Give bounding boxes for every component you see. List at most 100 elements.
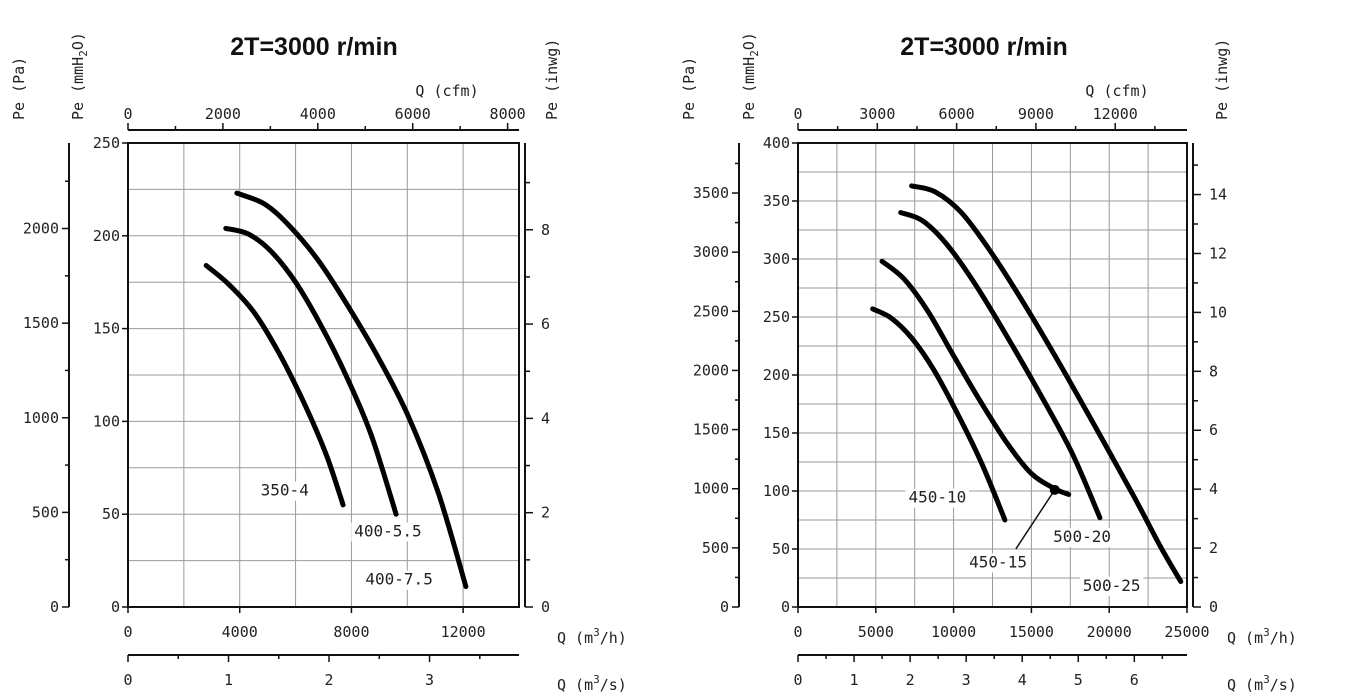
curve-label: 450-10: [908, 488, 966, 507]
plot-frame: [127, 142, 520, 608]
inwg-tick-label: 4: [1209, 480, 1218, 498]
unit-tail: /h): [600, 629, 627, 647]
x-tick-label: 0: [793, 623, 802, 641]
curve-500-20: [898, 210, 1103, 521]
y-tick-label: 200: [763, 366, 790, 384]
superscript: 3: [593, 626, 600, 639]
pa-tick-label: 1500: [693, 421, 729, 439]
y-tick-label: 0: [111, 598, 120, 616]
m3s-tick-label: 1: [850, 671, 859, 689]
pa-tick-label: 1500: [23, 314, 59, 332]
unit-tail: O): [69, 32, 87, 50]
unit-tail: O): [740, 32, 758, 50]
x-axis-label: Q (m3/h): [557, 626, 627, 647]
curve-450-10: [870, 306, 1008, 523]
pa-axis-label: Pe (Pa): [10, 57, 28, 120]
m3s-axis-label: Q (m3/s): [557, 673, 627, 694]
cfm-tick-label: 6000: [395, 105, 431, 123]
inwg-tick-label: 8: [541, 221, 550, 239]
grid: [127, 142, 520, 608]
m3s-tick-label: 0: [123, 671, 132, 689]
inwg-tick-label: 6: [1209, 421, 1218, 439]
cfm-tick-label: 2000: [205, 105, 241, 123]
pa-tick-label: 500: [32, 503, 59, 521]
y-tick-label: 300: [763, 250, 790, 268]
mmh2o-axis-label: Pe (mmH2O): [740, 32, 761, 120]
x-tick-label: 10000: [931, 623, 976, 641]
curve-label-bg: [351, 522, 425, 542]
curve-label: 400-7.5: [365, 570, 432, 589]
cfm-tick-label: 3000: [859, 105, 895, 123]
curve-350-4: [203, 263, 346, 508]
x-tick-label: 0: [123, 623, 132, 641]
y-tick-label: 50: [102, 505, 120, 523]
cfm-tick-label: 6000: [939, 105, 975, 123]
pa-axis-label: Pe (Pa): [680, 57, 698, 120]
pa-tick-label: 3000: [693, 243, 729, 261]
pa-tick-label: 2500: [693, 302, 729, 320]
m3s-tick-label: 2: [906, 671, 915, 689]
inwg-tick-label: 0: [541, 598, 550, 616]
pa-tick-label: 500: [702, 539, 729, 557]
pa-tick-label: 1000: [23, 409, 59, 427]
pa-tick-label: 1000: [693, 480, 729, 498]
unit-tail: /s): [1270, 676, 1297, 694]
curve-500-25: [909, 183, 1184, 584]
cfm-axis-label: Q (cfm): [415, 82, 478, 100]
inwg-tick-label: 12: [1209, 244, 1227, 262]
superscript: 3: [1263, 673, 1270, 686]
x-tick-label: 25000: [1164, 623, 1209, 641]
m3s-tick-label: 2: [325, 671, 334, 689]
inwg-tick-label: 4: [541, 409, 550, 427]
unit-tail: /s): [600, 676, 627, 694]
inwg-tick-label: 14: [1209, 186, 1227, 204]
curve-label: 400-5.5: [354, 521, 421, 540]
y-tick-label: 250: [763, 308, 790, 326]
curve-label: 500-25: [1083, 576, 1141, 595]
y-tick-label: 0: [781, 598, 790, 616]
x-tick-label: 8000: [333, 623, 369, 641]
m3s-tick-label: 3: [962, 671, 971, 689]
curve-400-5.5: [223, 225, 399, 517]
inwg-tick-label: 8: [1209, 362, 1218, 380]
cfm-tick-label: 0: [793, 105, 802, 123]
m3s-tick-label: 5: [1074, 671, 1083, 689]
y-tick-label: 100: [93, 412, 120, 430]
m3s-tick-label: 1: [224, 671, 233, 689]
y-tick-label: 400: [763, 134, 790, 152]
curve-450-15: [879, 258, 1072, 497]
y-tick-label: 250: [93, 134, 120, 152]
m3s-tick-label: 3: [425, 671, 434, 689]
y-tick-label: 350: [763, 192, 790, 210]
grid: [797, 142, 1188, 608]
chart-right: 2T=3000 r/min050100150200250300350400050…: [680, 32, 1297, 694]
chart-title: 2T=3000 r/min: [900, 33, 1067, 61]
cfm-tick-label: 0: [123, 105, 132, 123]
x-tick-label: 12000: [441, 623, 486, 641]
curve-label-bg: [966, 553, 1030, 573]
leader-line: [1015, 489, 1056, 550]
inwg-tick-label: 6: [541, 315, 550, 333]
curve-label-bg: [362, 570, 436, 590]
x-tick-label: 5000: [858, 623, 894, 641]
curve-label-bg: [257, 481, 312, 501]
inwg-tick-label: 2: [1209, 539, 1218, 557]
operating-point-marker: [1049, 484, 1060, 495]
pa-tick-label: 0: [720, 598, 729, 616]
inwg-tick-label: 2: [541, 504, 550, 522]
inwg-tick-label: 0: [1209, 598, 1218, 616]
cfm-axis-label: Q (cfm): [1085, 82, 1148, 100]
curve-label: 350-4: [261, 481, 309, 500]
y-tick-label: 100: [763, 482, 790, 500]
cfm-tick-label: 4000: [300, 105, 336, 123]
y-tick-label: 150: [763, 424, 790, 442]
m3s-tick-label: 0: [793, 671, 802, 689]
curve-label: 500-20: [1053, 527, 1111, 546]
superscript: 3: [1263, 626, 1270, 639]
curve-400-7.5: [234, 190, 469, 590]
curve-label-bg: [1079, 576, 1144, 596]
curve-label-bg: [905, 488, 970, 508]
subscript: 2: [748, 50, 761, 57]
inwg-axis-label: Pe (inwg): [543, 39, 561, 120]
